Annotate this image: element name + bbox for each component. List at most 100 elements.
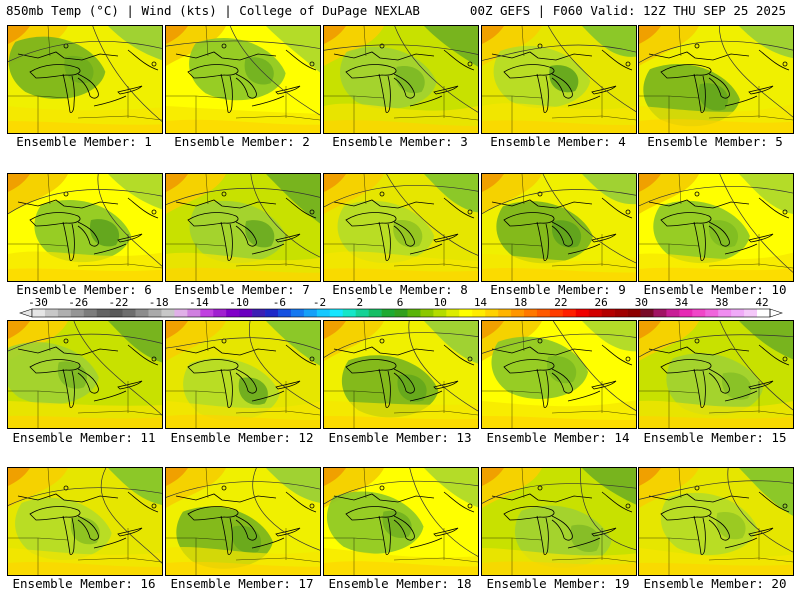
- ensemble-member-caption: Ensemble Member: 9: [490, 282, 626, 297]
- colorbar-bin: [485, 309, 499, 317]
- colorbar-bin: [601, 309, 615, 317]
- colorbar-bin: [446, 309, 460, 317]
- colorbar-tick-label: -2: [313, 296, 326, 309]
- ensemble-member-caption: Ensemble Member: 8: [332, 282, 468, 297]
- ensemble-member-map: [165, 467, 321, 576]
- colorbar-tick-label: 2: [356, 296, 363, 309]
- colorbar-bin: [226, 309, 240, 317]
- colorbar-bin: [342, 309, 356, 317]
- ensemble-member-caption: Ensemble Member: 3: [332, 134, 468, 149]
- colorbar-bin: [200, 309, 214, 317]
- ensemble-member-caption: Ensemble Member: 4: [490, 134, 626, 149]
- colorbar-bin: [640, 309, 654, 317]
- colorbar-tick-label: -26: [68, 296, 88, 309]
- ensemble-member-caption: Ensemble Member: 19: [486, 576, 630, 591]
- colorbar-bin: [135, 309, 149, 317]
- ensemble-member-map: [7, 173, 163, 282]
- ensemble-member-map: [323, 25, 479, 134]
- ensemble-member-caption: Ensemble Member: 17: [170, 576, 314, 591]
- ensemble-member-map: [165, 173, 321, 282]
- colorbar-bin: [303, 309, 318, 317]
- colorbar-tick-label: -22: [109, 296, 129, 309]
- colorbar-bin: [161, 309, 175, 317]
- map-title: 850mb Temp (°C) | Wind (kts) | College o…: [6, 3, 420, 18]
- colorbar-bin: [433, 309, 447, 317]
- colorbar-bin: [278, 309, 292, 317]
- colorbar-bin: [96, 309, 110, 317]
- ensemble-member-caption: Ensemble Member: 16: [12, 576, 156, 591]
- ensemble-member-map: [481, 467, 637, 576]
- ensemble-member-map: [638, 173, 794, 282]
- colorbar-bin: [83, 309, 98, 317]
- colorbar-bin: [562, 309, 577, 317]
- colorbar-bin: [718, 309, 732, 317]
- colorbar-bin: [575, 309, 590, 317]
- colorbar-bin: [122, 309, 136, 317]
- colorbar-tick-label: -10: [229, 296, 249, 309]
- colorbar-bin: [614, 309, 628, 317]
- ensemble-member-caption: Ensemble Member: 6: [16, 282, 152, 297]
- colorbar-tick-label: 34: [675, 296, 689, 309]
- ensemble-member-caption: Ensemble Member: 14: [486, 430, 630, 445]
- ensemble-member-map: [481, 25, 637, 134]
- ensemble-member-caption: Ensemble Member: 1: [16, 134, 152, 149]
- colorbar-bin: [472, 309, 486, 317]
- colorbar-bin: [459, 309, 473, 317]
- colorbar-bin: [549, 309, 564, 317]
- colorbar-tick-label: 42: [755, 296, 768, 309]
- colorbar-bin: [394, 309, 408, 317]
- colorbar-bin: [588, 309, 602, 317]
- colorbar-bin: [381, 309, 395, 317]
- colorbar-bin: [731, 309, 745, 317]
- colorbar-tick-label: 18: [514, 296, 527, 309]
- colorbar-bin: [57, 309, 72, 317]
- colorbar-bin: [420, 309, 434, 317]
- ensemble-member-map: [7, 320, 163, 429]
- colorbar-bin: [407, 309, 421, 317]
- ensemble-member-caption: Ensemble Member: 13: [328, 430, 472, 445]
- colorbar-bin: [265, 309, 279, 317]
- ensemble-member-map: [323, 173, 479, 282]
- colorbar-tick-label: -30: [28, 296, 48, 309]
- colorbar-bin: [290, 309, 305, 317]
- colorbar-bin: [44, 309, 59, 317]
- colorbar-tick-label: 6: [397, 296, 404, 309]
- ensemble-member-caption: Ensemble Member: 5: [647, 134, 783, 149]
- colorbar-bin: [70, 309, 85, 317]
- colorbar-bin: [679, 309, 693, 317]
- ensemble-member-map: [7, 467, 163, 576]
- colorbar-bin: [329, 309, 344, 317]
- colorbar-tick-label: 10: [434, 296, 447, 309]
- ensemble-member-caption: Ensemble Member: 20: [643, 576, 787, 591]
- colorbar-tick-label: 14: [474, 296, 488, 309]
- colorbar-bin: [213, 309, 227, 317]
- colorbar-min-arrow: [19, 308, 33, 318]
- temperature-colorbar: -30 -26 -22 -18 -14 -10 -6 -2 2 6 10 14 18 22 26 30 34 38…: [19, 296, 783, 318]
- colorbar-bin: [692, 309, 706, 317]
- colorbar-bin: [757, 309, 771, 317]
- ensemble-member-caption: Ensemble Member: 18: [328, 576, 472, 591]
- ensemble-member-map: [638, 467, 794, 576]
- colorbar-bin: [498, 309, 512, 317]
- ensemble-member-map: [165, 25, 321, 134]
- colorbar-max-arrow: [769, 308, 783, 318]
- colorbar-bin: [511, 309, 525, 317]
- colorbar-bin: [239, 309, 253, 317]
- ensemble-member-caption: Ensemble Member: 15: [643, 430, 787, 445]
- colorbar-bin: [744, 309, 758, 317]
- colorbar-tick-label: -18: [149, 296, 169, 309]
- colorbar-bin: [316, 309, 331, 317]
- ensemble-member-map: [323, 320, 479, 429]
- colorbar-bin: [109, 309, 123, 317]
- ensemble-member-map: [638, 320, 794, 429]
- colorbar-tick-label: -6: [273, 296, 286, 309]
- model-run-valid-time: 00Z GEFS | F060 Valid: 12Z THU SEP 25 20…: [469, 3, 786, 18]
- colorbar-bin: [653, 309, 667, 317]
- colorbar-tick-label: 38: [715, 296, 728, 309]
- colorbar-bin: [148, 309, 162, 317]
- colorbar-bin: [187, 309, 201, 317]
- ensemble-member-caption: Ensemble Member: 11: [12, 430, 156, 445]
- ensemble-member-map: [7, 25, 163, 134]
- ensemble-member-map: [481, 173, 637, 282]
- ensemble-member-caption: Ensemble Member: 7: [174, 282, 310, 297]
